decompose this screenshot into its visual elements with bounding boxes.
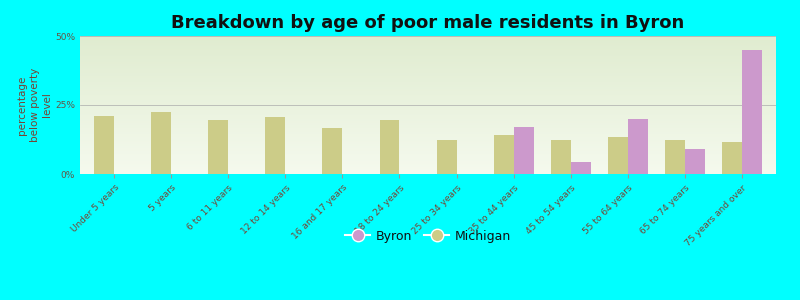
Y-axis label: percentage
below poverty
level: percentage below poverty level	[18, 68, 52, 142]
Bar	[742, 50, 762, 174]
Legend: Byron, Michigan: Byron, Michigan	[341, 225, 515, 248]
Bar	[266, 117, 286, 174]
Bar	[322, 128, 342, 174]
Bar	[628, 119, 648, 174]
Bar	[685, 149, 705, 174]
Bar	[514, 127, 534, 174]
Bar	[608, 137, 628, 174]
Bar	[379, 120, 399, 174]
Bar	[550, 140, 570, 174]
Bar	[570, 162, 590, 174]
Bar	[494, 135, 514, 174]
Title: Breakdown by age of poor male residents in Byron: Breakdown by age of poor male residents …	[171, 14, 685, 32]
Bar	[437, 140, 457, 174]
Bar	[151, 112, 171, 174]
Bar	[722, 142, 742, 174]
Bar	[94, 116, 114, 174]
Bar	[665, 140, 685, 174]
Bar	[208, 120, 228, 174]
